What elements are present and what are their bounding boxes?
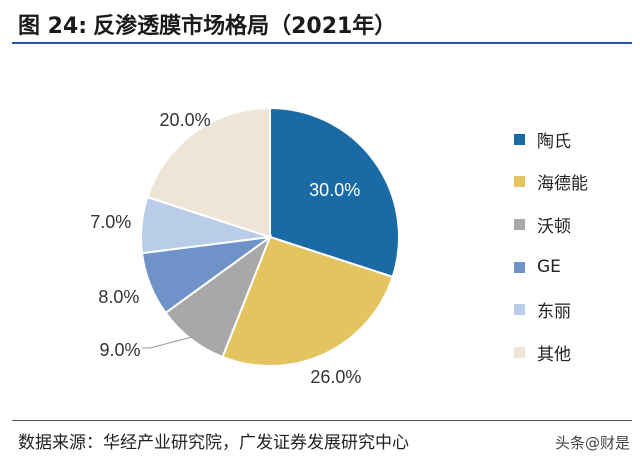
data-labels: 30.0% 26.0% 9.0% 8.0% 7.0% 20.0% — [90, 110, 361, 387]
legend-swatch — [514, 176, 525, 188]
legend-label: 东丽 — [537, 302, 571, 323]
legend-item-3: 沃顿 — [514, 203, 588, 246]
legend-label: GE — [537, 257, 561, 278]
legend-label: 其他 — [537, 344, 571, 365]
data-label-2: 26.0% — [310, 367, 361, 387]
data-label-5: 7.0% — [90, 212, 131, 232]
data-label-4: 8.0% — [98, 287, 139, 307]
legend-item-4: GE — [514, 246, 588, 289]
legend-swatch — [514, 261, 525, 273]
leader-line-slice-3 — [142, 336, 193, 349]
data-label-1: 30.0% — [309, 180, 360, 200]
data-label-6: 20.0% — [160, 110, 211, 130]
legend-swatch — [514, 133, 525, 145]
title-divider — [12, 42, 632, 44]
legend-item-1: 陶氏 — [514, 118, 588, 161]
source-note: 数据来源：华经产业研究院，广发证券发展研究中心 — [18, 433, 409, 453]
chart-title: 反渗透膜市场格局（2021年） — [93, 14, 397, 39]
legend-swatch — [514, 304, 525, 316]
legend-swatch — [514, 346, 525, 358]
legend-label: 陶氏 — [537, 131, 571, 152]
chart-legend: 陶氏海德能沃顿 GE 东丽其他 — [514, 118, 588, 374]
legend-item-2: 海德能 — [514, 161, 588, 204]
pie-chart: 30.0% 26.0% 9.0% 8.0% 7.0% 20.0% — [90, 106, 400, 387]
data-label-3: 9.0% — [99, 340, 140, 360]
watermark: 头条@财是 — [554, 434, 630, 452]
legend-item-6: 其他 — [514, 331, 588, 374]
pie-slices — [140, 106, 400, 367]
legend-swatch — [514, 218, 525, 230]
leader-lines — [142, 336, 193, 349]
pie-slice-1 — [269, 106, 400, 279]
source-divider — [12, 420, 632, 421]
legend-label: 沃顿 — [537, 216, 571, 237]
pie-slice-2 — [221, 235, 394, 367]
pie-slice-6 — [146, 106, 271, 239]
figure-number: 图 24: — [18, 14, 88, 39]
legend-item-5: 东丽 — [514, 288, 588, 331]
legend-label: 海德能 — [537, 174, 588, 195]
figure-title: 图 24: 反渗透膜市场格局（2021年） — [18, 8, 628, 40]
